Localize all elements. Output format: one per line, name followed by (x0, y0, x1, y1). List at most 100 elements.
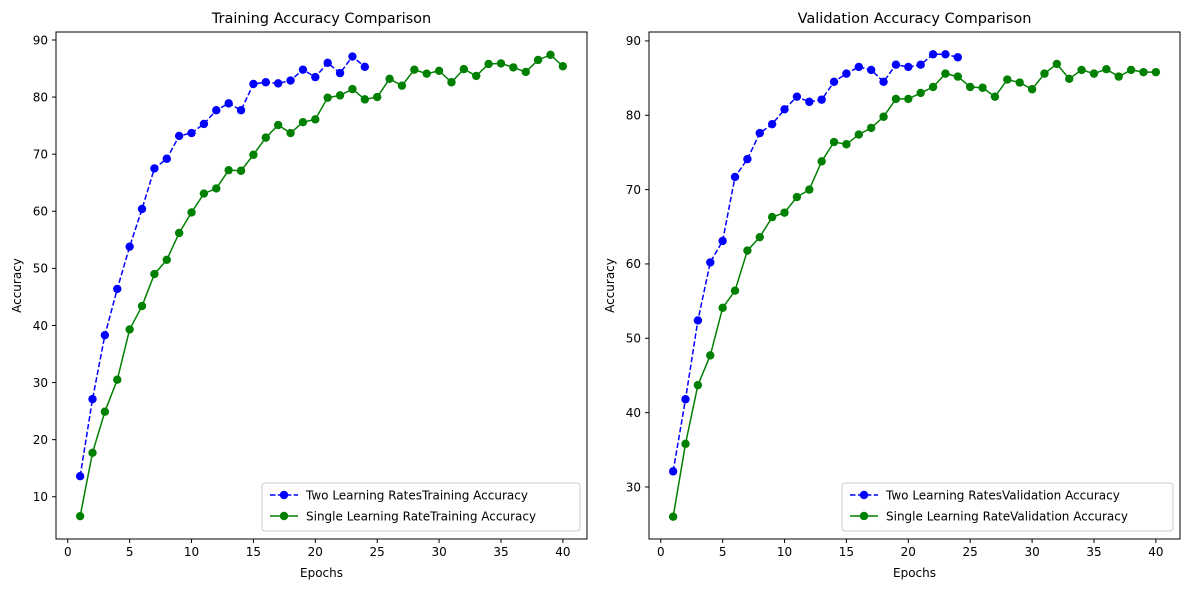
data-point (397, 81, 407, 90)
axes-frame (648, 31, 1181, 540)
data-point (434, 66, 444, 76)
data-point (1077, 65, 1086, 75)
data-point (693, 316, 703, 325)
data-point (805, 97, 814, 107)
data-point (75, 511, 85, 521)
legend-marker (859, 511, 869, 521)
data-point (928, 82, 938, 92)
x-tick-label: 30 (431, 545, 446, 559)
data-point (1089, 69, 1099, 78)
data-point (842, 140, 851, 149)
legend-box (261, 482, 581, 532)
data-point (212, 106, 221, 115)
data-point (904, 62, 913, 72)
x-tick-label: 10 (184, 545, 199, 559)
data-point (273, 79, 283, 88)
data-point (829, 137, 839, 147)
legend-marker (859, 490, 869, 500)
data-point (496, 59, 506, 68)
data-point (212, 184, 221, 193)
y-tick-label: 90 (33, 33, 48, 47)
data-point (1151, 67, 1161, 77)
data-point (125, 325, 134, 334)
x-tick-label: 40 (1148, 545, 1163, 559)
data-point (730, 172, 740, 182)
x-tick-label: 25 (963, 545, 978, 559)
axes-frame (55, 31, 588, 540)
data-point (755, 232, 764, 242)
data-point (891, 94, 901, 104)
y-axis-label: Accuracy (10, 258, 24, 313)
data-point (1052, 59, 1062, 69)
legend-box (841, 482, 1174, 532)
data-point (706, 351, 715, 360)
data-point (891, 60, 901, 69)
x-tick-label: 5 (719, 545, 727, 559)
series-line (79, 55, 366, 477)
y-tick-label: 40 (33, 319, 48, 333)
data-point (668, 512, 678, 521)
chart-title: Validation Accuracy Comparison (798, 11, 1032, 27)
x-tick-label: 0 (657, 545, 665, 559)
data-point (88, 394, 97, 404)
data-point (767, 212, 777, 222)
data-point (174, 228, 184, 238)
legend-entry: Single Learning RateTraining Accuracy (270, 509, 536, 523)
data-point (928, 50, 938, 59)
data-point (199, 119, 209, 129)
data-point (372, 92, 382, 102)
legend-entry: Two Learning RatesValidation Accuracy (850, 488, 1120, 502)
series-0 (75, 52, 370, 481)
y-tick-label: 10 (33, 490, 48, 504)
data-point (1015, 78, 1024, 87)
data-point (335, 68, 345, 78)
x-tick-label: 15 (839, 545, 854, 559)
data-point (866, 65, 876, 75)
chart-0: 0 5 10 15 20 25 30 35 40 10 20 30 40 50 60 70 80 90 Traini… (10, 11, 588, 580)
data-point (1003, 75, 1012, 84)
data-point (965, 82, 975, 92)
data-point (187, 208, 196, 217)
data-point (137, 204, 147, 214)
data-point (1027, 85, 1037, 94)
data-point (718, 303, 727, 313)
data-point (780, 105, 789, 114)
data-point (941, 50, 950, 59)
series-line (672, 53, 958, 472)
data-point (422, 69, 431, 78)
data-point (755, 128, 764, 138)
y-tick-label: 30 (33, 376, 48, 390)
y-tick-label: 60 (626, 257, 641, 271)
data-point (459, 64, 469, 74)
data-point (681, 439, 690, 449)
data-point (113, 284, 122, 294)
data-point (1040, 69, 1049, 78)
data-point (743, 154, 752, 164)
data-point (150, 269, 159, 279)
data-point (792, 192, 802, 202)
x-axis-label: Epochs (300, 566, 343, 580)
data-point (360, 95, 370, 104)
y-axis-label: Accuracy (603, 258, 617, 313)
data-point (273, 120, 283, 130)
data-point (113, 375, 122, 384)
data-point (854, 62, 864, 72)
data-point (472, 71, 481, 81)
data-point (484, 59, 493, 69)
data-point (385, 74, 394, 84)
legend: Two Learning RatesValidation Accuracy Sin… (841, 482, 1174, 532)
data-point (879, 77, 888, 87)
data-point (236, 166, 246, 175)
x-tick-label: 25 (370, 545, 385, 559)
y-tick-label: 80 (626, 109, 641, 123)
data-point (224, 99, 233, 108)
data-point (904, 94, 913, 104)
legend-label: Two Learning RatesValidation Accuracy (885, 488, 1120, 502)
data-point (1065, 74, 1074, 84)
y-tick-label: 50 (626, 332, 641, 346)
series-0 (668, 50, 963, 476)
data-point (693, 380, 703, 390)
data-point (978, 83, 987, 92)
data-point (1114, 72, 1123, 81)
